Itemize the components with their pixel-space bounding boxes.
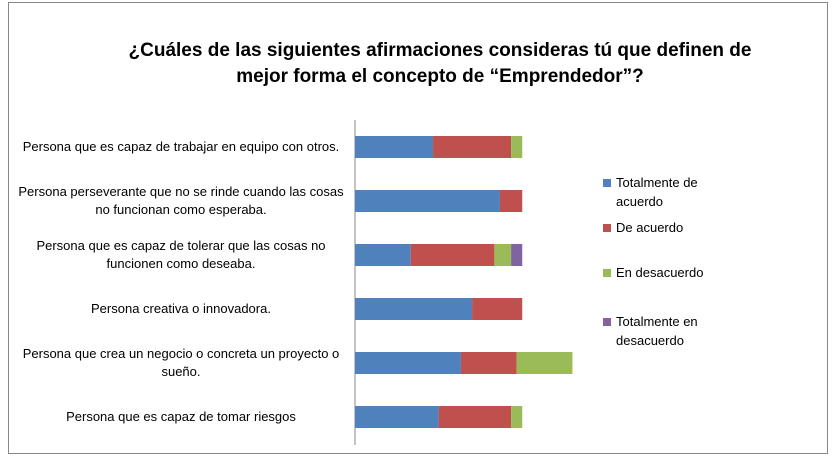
- chart-title: ¿Cuáles de las siguientes afirmaciones c…: [128, 40, 752, 87]
- bar-segment: [355, 190, 500, 212]
- chart-frame: [8, 2, 828, 454]
- bar-segment: [460, 352, 517, 374]
- y-tick-label: Persona que es capaz de trabajar en equi…: [22, 139, 340, 154]
- bar-segment: [355, 352, 461, 374]
- y-tick-label: Persona que crea un negocio o concreta u…: [22, 346, 340, 379]
- bar-segment: [355, 244, 411, 266]
- legend-label: Totalmente en desacuerdo: [616, 314, 698, 348]
- legend-swatch: [603, 179, 611, 187]
- y-tick-label: Persona creativa o innovadora.: [91, 301, 271, 316]
- legend-swatch: [603, 318, 611, 326]
- bar-segment: [433, 136, 512, 158]
- bar-segment: [355, 298, 473, 320]
- bar-segment: [511, 244, 523, 266]
- legend-label: De acuerdo: [616, 220, 684, 235]
- y-tick-label: Persona que es capaz de tomar riesgos: [66, 409, 296, 424]
- legend-swatch: [603, 224, 611, 232]
- bar-segment: [355, 406, 439, 428]
- y-tick-label: Persona perseverante que no se rinde cua…: [18, 184, 344, 217]
- bar-segment: [516, 352, 573, 374]
- bar-segment: [472, 298, 523, 320]
- bar-segment: [438, 406, 512, 428]
- y-tick-label: Persona que es capaz de tolerar que las …: [36, 238, 326, 271]
- bar-segment: [511, 136, 523, 158]
- legend-label: En desacuerdo: [616, 265, 704, 280]
- bar-segment: [355, 136, 434, 158]
- bar-segment: [499, 190, 523, 212]
- bar-segment: [410, 244, 495, 266]
- bar-segment: [511, 406, 523, 428]
- legend-label: Totalmente de acuerdo: [616, 175, 698, 209]
- legend-swatch: [603, 269, 611, 277]
- bar-segment: [494, 244, 512, 266]
